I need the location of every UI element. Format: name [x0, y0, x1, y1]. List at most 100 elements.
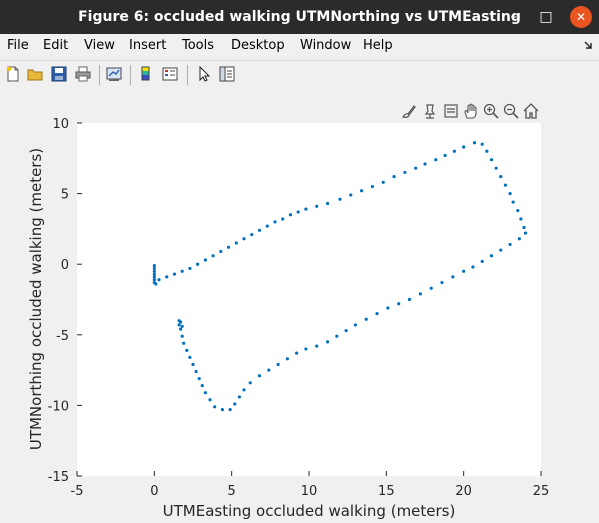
insert-colorbar-icon[interactable] [137, 65, 155, 83]
menu-window[interactable]: Window [300, 38, 352, 53]
data-point [325, 201, 330, 206]
data-point [180, 324, 184, 328]
data-point [452, 149, 456, 153]
menu-view[interactable]: View [84, 38, 115, 53]
data-point [381, 180, 385, 184]
menu-insert[interactable]: Insert [129, 38, 167, 53]
data-point [392, 175, 396, 179]
data-point [208, 398, 212, 402]
dock-arrow-icon[interactable] [583, 40, 593, 50]
zoom-in-icon[interactable] [482, 102, 500, 120]
data-point [434, 158, 438, 162]
data-point [364, 317, 368, 321]
x-axis: -5 0 5 10 15 20 25 [71, 471, 549, 499]
save-icon[interactable] [50, 65, 68, 83]
menu-desktop[interactable]: Desktop [231, 38, 285, 53]
x-tick-label: 5 [228, 484, 236, 499]
data-point [248, 381, 252, 385]
maximize-button[interactable]: □ [539, 9, 553, 25]
data-point [165, 275, 169, 279]
data-point [285, 357, 289, 361]
data-point [403, 170, 407, 175]
data-point [179, 327, 183, 331]
data-point [499, 175, 503, 179]
data-point [177, 319, 181, 323]
y-tick-label: 10 [52, 117, 69, 132]
data-point [359, 189, 364, 193]
data-point [375, 312, 379, 316]
data-point [489, 254, 494, 258]
data-point [523, 231, 528, 235]
data-point [462, 269, 466, 273]
data-point [242, 388, 246, 392]
data-point [200, 384, 204, 388]
y-tick-label: 0 [61, 258, 69, 273]
data-point [418, 292, 422, 296]
y-tick-label: 5 [61, 188, 69, 203]
data-point [242, 237, 246, 241]
data-tips-icon[interactable] [421, 102, 439, 120]
data-point [353, 323, 357, 327]
pan-hand-icon[interactable] [462, 102, 480, 120]
print-icon[interactable] [74, 65, 92, 83]
data-point [265, 224, 269, 228]
data-point [338, 197, 342, 201]
menu-help[interactable]: Help [363, 38, 393, 53]
window-title: Figure 6: occluded walking UTMNorthing v… [78, 9, 521, 25]
x-tick-label: 20 [455, 484, 472, 499]
data-point [273, 220, 277, 224]
data-point [517, 237, 521, 241]
data-point [152, 266, 156, 271]
data-point [296, 210, 300, 214]
link-plot-icon[interactable] [105, 65, 123, 83]
data-point [503, 183, 508, 187]
zoom-out-icon[interactable] [502, 102, 520, 120]
data-point [185, 348, 189, 352]
property-inspector-icon[interactable] [218, 65, 236, 83]
menu-file[interactable]: File [7, 38, 29, 53]
x-tick-label: 10 [301, 484, 318, 499]
data-point [480, 259, 484, 263]
data-point [429, 286, 433, 290]
close-button[interactable]: ✕ [570, 6, 592, 28]
data-point [177, 323, 181, 327]
menu-edit[interactable]: Edit [43, 38, 69, 53]
data-point [485, 149, 489, 153]
restore-home-icon[interactable] [522, 102, 540, 120]
data-point [304, 207, 308, 211]
data-point [203, 391, 207, 395]
data-point [203, 258, 207, 262]
toolbar-separator [187, 65, 188, 85]
data-point [295, 351, 299, 355]
menu-tools[interactable]: Tools [182, 38, 215, 53]
data-point [508, 192, 512, 196]
data-point [191, 362, 195, 367]
new-figure-icon[interactable] [4, 65, 22, 83]
minimize-button[interactable]: – [510, 9, 518, 25]
x-tick-label: 15 [378, 484, 395, 499]
data-point [152, 264, 156, 268]
x-tick-label: -5 [71, 484, 84, 499]
data-point [157, 278, 161, 282]
open-file-icon[interactable] [26, 65, 44, 83]
data-point [180, 269, 184, 273]
plot-area[interactable] [77, 123, 541, 476]
data-point [370, 184, 375, 189]
export-icon[interactable] [442, 102, 460, 120]
data-point [522, 225, 526, 230]
edit-plot-pointer-icon[interactable] [195, 65, 213, 83]
menu-bar: File Edit View Insert Tools Desktop Wind… [0, 34, 599, 60]
data-point [440, 280, 444, 285]
data-point [219, 249, 223, 254]
data-point [386, 306, 390, 310]
data-point [480, 142, 484, 146]
data-point [472, 141, 477, 145]
y-tick-label: -10 [48, 399, 69, 414]
x-tick-label: 0 [150, 484, 158, 499]
brush-icon[interactable] [400, 102, 418, 120]
insert-legend-icon[interactable] [161, 65, 179, 83]
data-point [414, 166, 418, 170]
data-point [234, 241, 238, 245]
data-point [226, 245, 231, 249]
